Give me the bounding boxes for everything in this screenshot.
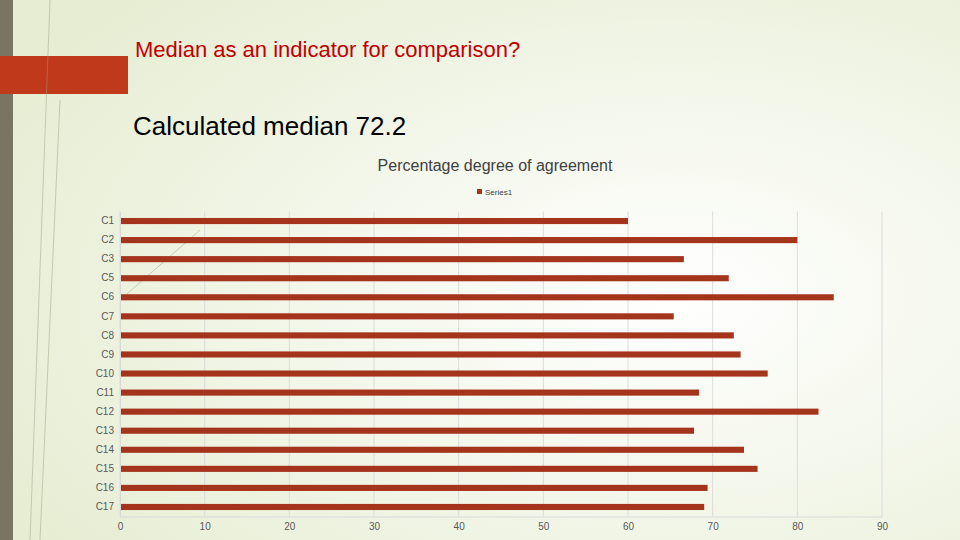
tick: C9	[101, 349, 120, 360]
tick-label: 80	[792, 521, 804, 532]
tick: C11	[96, 387, 120, 398]
tick: C16	[96, 482, 120, 493]
bar	[120, 428, 694, 434]
bar	[120, 351, 741, 357]
bar	[120, 504, 704, 510]
grid-line	[120, 212, 121, 517]
bar	[120, 256, 684, 262]
tick-label: C10	[96, 368, 115, 379]
tick-label: 10	[200, 521, 212, 532]
legend-label: Series1	[485, 188, 513, 197]
tick-label: 20	[284, 521, 296, 532]
bar	[120, 466, 758, 472]
tick: C1	[101, 215, 120, 226]
grid-line	[882, 212, 883, 517]
tick-label: 70	[708, 521, 720, 532]
deco-line	[30, 0, 50, 540]
tick-label: C7	[101, 311, 114, 322]
bar	[120, 485, 708, 491]
tick-label: C5	[101, 272, 114, 283]
tick-label: 30	[369, 521, 381, 532]
tick: C5	[101, 272, 120, 283]
bar	[120, 237, 797, 243]
x-axis: 0 10 20 30 40 50 60 70 80 90	[118, 517, 889, 532]
tick-label: C2	[101, 234, 114, 245]
tick: C13	[96, 425, 120, 436]
grid	[120, 212, 882, 517]
grid-line	[797, 212, 798, 517]
tick: 80	[792, 517, 804, 532]
bar	[120, 313, 674, 319]
chart-title: Percentage degree of agreement	[378, 157, 613, 174]
tick-label: C6	[101, 291, 114, 302]
legend: Series1	[477, 188, 513, 197]
tick: 50	[538, 517, 550, 532]
tick: C3	[101, 253, 120, 264]
bar	[120, 390, 699, 396]
bars	[120, 218, 834, 510]
slide-title: Median as an indicator for comparison?	[135, 37, 520, 62]
tick-label: C11	[96, 387, 114, 398]
title-tab	[0, 56, 128, 94]
slide: Median as an indicator for comparison? Ca…	[0, 0, 960, 540]
tick: 10	[200, 517, 212, 532]
tick-label: 60	[623, 521, 635, 532]
tick: C12	[96, 406, 120, 417]
bar	[120, 447, 744, 453]
tick-label: C12	[96, 406, 115, 417]
tick-label: 0	[118, 521, 124, 532]
bar	[120, 218, 628, 224]
background	[0, 0, 960, 540]
tick: 30	[369, 517, 381, 532]
tick-label: C8	[101, 330, 114, 341]
axis-line	[121, 517, 883, 518]
tick: 90	[877, 517, 889, 532]
tick-label: 90	[877, 521, 889, 532]
tick-label: C13	[96, 425, 115, 436]
bar	[120, 275, 729, 281]
bar	[120, 294, 834, 300]
tick-label: C15	[96, 463, 115, 474]
tick: 20	[284, 517, 296, 532]
tick-label: 50	[538, 521, 550, 532]
tick: C15	[96, 463, 120, 474]
tick-label: 40	[454, 521, 466, 532]
tick-label: C14	[96, 444, 115, 455]
tick: C8	[101, 330, 120, 341]
legend-swatch	[477, 189, 482, 194]
bar	[120, 370, 768, 376]
tick: C17	[96, 501, 120, 512]
tick: C10	[96, 368, 120, 379]
axis-line	[120, 212, 121, 517]
tick-label: C9	[101, 349, 114, 360]
tick: 40	[454, 517, 466, 532]
tick: C2	[101, 234, 120, 245]
y-axis: C1 C2 C3 C5 C6 C7 C8 C9 C10 C11 C12 C13 C14 C15 C16 C17	[96, 212, 121, 517]
tick-label: C16	[96, 482, 115, 493]
slide-subtitle: Calculated median 72.2	[133, 111, 406, 141]
tick: C14	[96, 444, 120, 455]
tick: C7	[101, 311, 120, 322]
tick: 0	[118, 517, 124, 532]
tick: 60	[623, 517, 635, 532]
bar	[120, 409, 819, 415]
tick-label: C1	[101, 215, 114, 226]
tick: 70	[708, 517, 720, 532]
tick-label: C17	[96, 501, 115, 512]
tick: C6	[101, 291, 120, 302]
deco-line	[40, 100, 60, 540]
tick-label: C3	[101, 253, 114, 264]
bar	[120, 332, 734, 338]
